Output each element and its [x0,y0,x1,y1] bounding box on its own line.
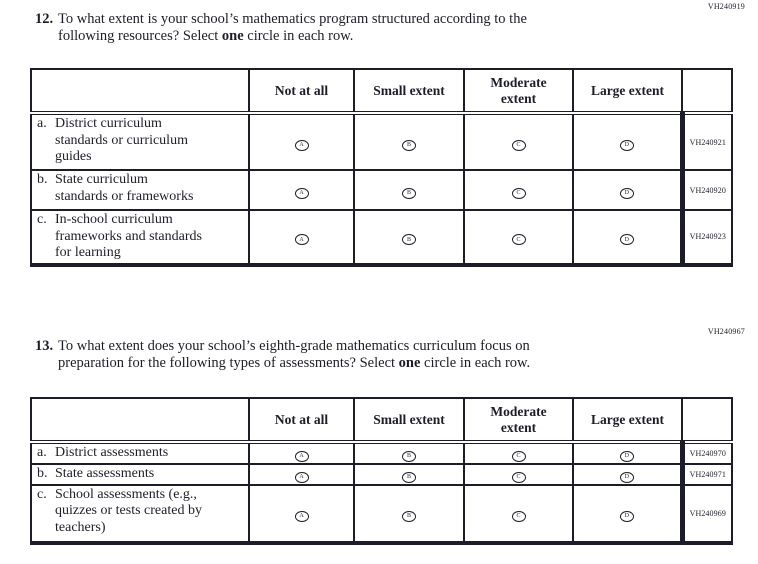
header-code-blank [681,68,733,115]
answer-circle-d[interactable]: D [619,450,634,462]
table-row-c: c. In-school curriculum frameworks and s… [30,209,733,266]
answer-circle-a[interactable]: A [294,450,309,462]
header-row: Not at all Small extent Moderate extent … [30,68,733,115]
answer-circle-b[interactable]: B [402,234,416,246]
answer-circle-d[interactable]: D [619,471,634,483]
question-12-accession-code: VH240919 [707,2,745,11]
answer-circle-d[interactable]: D [619,510,634,522]
table-row-b: b. State curriculum standards or framewo… [30,169,733,211]
answer-circle-c[interactable]: C [511,450,526,462]
row-b-code: VH240920 [679,169,733,211]
answer-circle-c[interactable]: C [511,187,526,199]
question-12-table: Not at all Small extent Moderate extent … [30,68,733,267]
question-12-text: 12. To what extent is your school’s math… [35,11,527,45]
question-13-accession-code: VH240967 [707,327,745,336]
answer-circle-a[interactable]: A [294,187,309,199]
row-a-code: VH240970 [679,441,733,465]
header-blank [30,397,250,444]
answer-circle-b[interactable]: B [402,187,416,199]
answer-circle-b[interactable]: B [402,450,416,462]
question-12-body: To what extent is your school’s mathemat… [58,11,527,45]
question-13-text: 13. To what extent does your school’s ei… [35,338,530,372]
row-a-prefix: a. [37,445,47,460]
answer-circle-d[interactable]: D [619,234,634,246]
row-c-code: VH240969 [679,483,733,544]
row-a-code: VH240921 [679,112,733,171]
row-c-label: School assessments (e.g., quizzes or tes… [55,486,202,535]
row-b-label: State assessments [55,465,155,481]
row-b-label: State curriculum standards or frameworks [55,172,194,204]
row-b-code: VH240971 [679,462,733,486]
answer-circle-d[interactable]: D [619,187,634,199]
header-code-blank [681,397,733,444]
question-12-body-post: circle in each row. [243,28,354,44]
question-13-body: To what extent does your school’s eighth… [58,338,530,372]
row-a-label: District assessments [55,445,169,460]
answer-circle-b[interactable]: B [402,139,416,151]
row-a-prefix: a. [37,116,47,131]
answer-circle-c[interactable]: C [511,471,526,483]
table-row-c: c. School assessments (e.g., quizzes or … [30,483,733,544]
question-13-number: 13. [35,338,54,354]
header-row: Not at all Small extent Moderate extent … [30,397,733,444]
header-moderate-extent: Moderate extent [463,397,574,444]
question-12-body-bold: one [221,28,244,44]
row-a-label: District curriculum standards or curricu… [55,116,188,164]
answer-circle-c[interactable]: C [511,139,526,151]
row-c-label: In-school curriculum frameworks and stan… [55,212,202,260]
row-b-prefix: b. [37,465,48,481]
answer-circle-a[interactable]: A [294,234,309,246]
header-large-extent: Large extent [572,68,683,115]
header-small-extent: Small extent [353,68,465,115]
question-12-body-pre: To what extent is your school’s mathemat… [58,11,527,44]
answer-circle-c[interactable]: C [511,510,526,522]
header-blank [30,68,250,115]
table-row-a: a. District assessments A B C D VH240970 [30,441,733,465]
header-small-extent: Small extent [353,397,465,444]
answer-circle-a[interactable]: A [294,471,309,483]
row-c-prefix: c. [37,486,47,502]
question-13-body-post: circle in each row. [420,355,531,371]
answer-circle-b[interactable]: B [402,510,416,522]
header-not-at-all: Not at all [248,68,355,115]
question-12-number: 12. [35,11,54,27]
table-row-a: a. District curriculum standards or curr… [30,112,733,171]
answer-circle-c[interactable]: C [511,234,526,246]
row-c-prefix: c. [37,212,47,227]
question-13-table: Not at all Small extent Moderate extent … [30,397,733,545]
header-large-extent: Large extent [572,397,683,444]
header-moderate-extent: Moderate extent [463,68,574,115]
answer-circle-a[interactable]: A [294,139,309,151]
question-13-body-pre: To what extent does your school’s eighth… [58,338,530,371]
answer-circle-a[interactable]: A [294,510,309,522]
question-13-body-bold: one [398,355,421,371]
table-row-b: b. State assessments A B C D VH240971 [30,462,733,486]
header-not-at-all: Not at all [248,397,355,444]
row-c-code: VH240923 [679,209,733,266]
row-b-prefix: b. [37,172,48,187]
answer-circle-d[interactable]: D [619,139,634,151]
answer-circle-b[interactable]: B [402,471,416,483]
